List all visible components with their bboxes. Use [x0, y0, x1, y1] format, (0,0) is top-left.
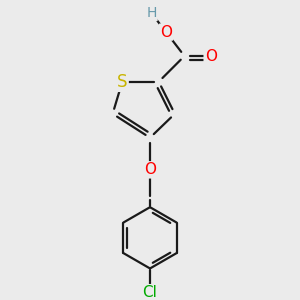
Text: Cl: Cl — [142, 285, 158, 300]
Text: O: O — [160, 25, 172, 40]
Text: O: O — [205, 49, 217, 64]
Text: O: O — [144, 162, 156, 177]
Text: H: H — [146, 6, 157, 20]
Text: S: S — [117, 73, 128, 91]
